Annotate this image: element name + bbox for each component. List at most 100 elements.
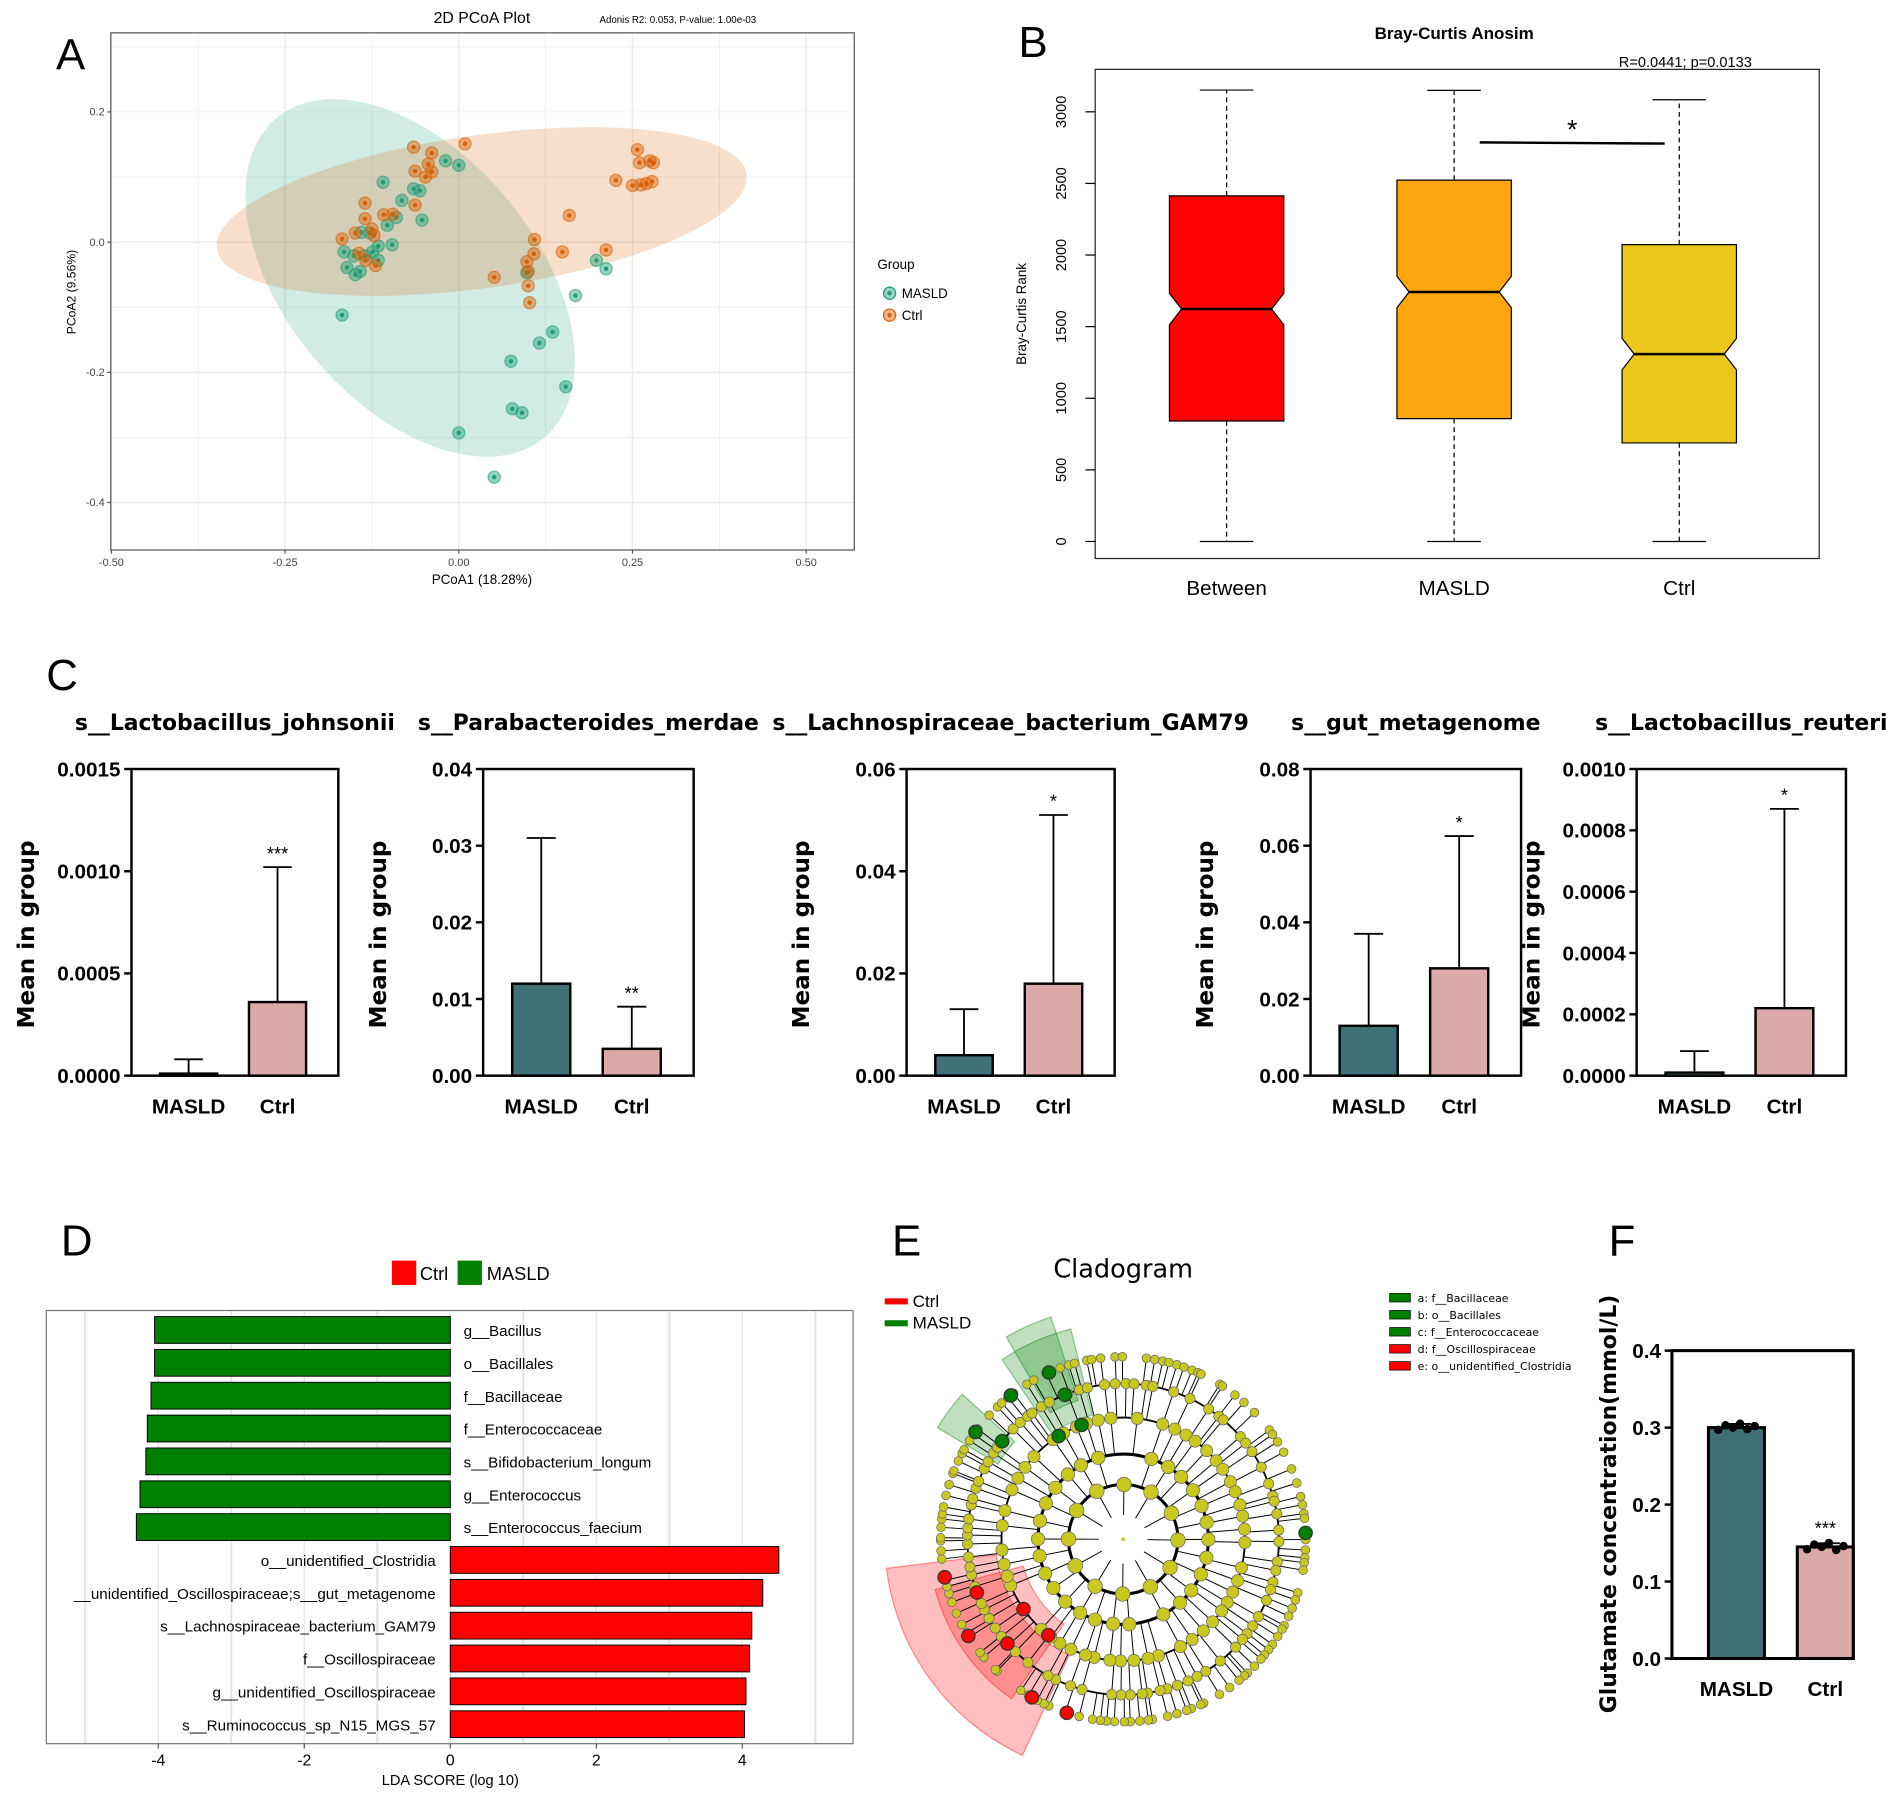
- tree-node: [1214, 1689, 1225, 1700]
- tree-node: [1095, 1715, 1106, 1726]
- tree-branch: [1140, 1385, 1147, 1419]
- tree-node: [1237, 1522, 1251, 1536]
- tree-node-ctrl: [969, 1585, 985, 1600]
- y-tick-label: 0.02: [432, 912, 472, 935]
- x-tick-label: 0: [446, 1753, 455, 1770]
- x-tick-label: 2: [592, 1753, 601, 1770]
- tree-branch: [978, 1480, 1011, 1495]
- point-center: [399, 198, 405, 203]
- y-tick-label: 0.3: [1632, 1417, 1661, 1440]
- tree-node: [1195, 1699, 1206, 1710]
- lda-bar: [449, 1644, 751, 1673]
- tree-node-masld: [1051, 1428, 1066, 1444]
- tree-branch: [1141, 1659, 1149, 1694]
- tree-branch: [1200, 1419, 1224, 1447]
- data-point: [1802, 1544, 1812, 1554]
- tree-node: [1297, 1500, 1308, 1510]
- tree-node: [1086, 1354, 1097, 1365]
- tree-node: [1032, 1513, 1048, 1528]
- tree-node: [1200, 1444, 1214, 1458]
- tree-node: [1277, 1624, 1287, 1634]
- tree-node-ctrl: [1040, 1627, 1056, 1643]
- data-point: [1735, 1419, 1745, 1429]
- tree-node: [1246, 1446, 1258, 1458]
- tree-node: [1256, 1654, 1266, 1664]
- bar-label: g__Bacillus: [464, 1323, 542, 1340]
- point-center: [353, 272, 358, 277]
- bar-label: s__Ruminococcus_sp_N15_MGS_57: [182, 1717, 436, 1734]
- tree-node: [1081, 1382, 1093, 1394]
- tree-branch: [1012, 1428, 1038, 1454]
- x-tick-label: MASLD: [1658, 1095, 1732, 1118]
- tree-node: [1286, 1464, 1297, 1474]
- confidence-ellipse-Ctrl: [216, 127, 747, 296]
- tree-branch: [993, 1452, 1023, 1473]
- x-tick-label: -4: [151, 1753, 165, 1770]
- tree-node: [1164, 1357, 1174, 1368]
- tree-node: [959, 1444, 969, 1455]
- tree-node: [962, 1538, 973, 1550]
- y-tick-label: 0.2: [89, 107, 104, 119]
- tree-node: [1271, 1508, 1283, 1520]
- tree-branch: [1027, 1416, 1049, 1444]
- point-center: [381, 212, 386, 217]
- bar-chart-2: 0.00 0.01 0.02 0.03 0.04 MASLD Ctrl ** s__Paraba…: [366, 711, 759, 1118]
- tree-node: [1215, 1604, 1229, 1618]
- tree-node-ctrl: [1024, 1690, 1040, 1705]
- tree-node: [1117, 1351, 1128, 1362]
- data-point: [1750, 1421, 1759, 1431]
- tree-node: [1188, 1434, 1202, 1448]
- tree-branch: [1131, 1383, 1135, 1418]
- tree-node: [1026, 1407, 1038, 1419]
- tree-node: [941, 1490, 951, 1501]
- tree-node: [1000, 1569, 1014, 1583]
- data-point: [1713, 1425, 1723, 1435]
- clade-highlight-b: [1001, 1328, 1094, 1435]
- significance-marker: *: [1567, 115, 1577, 145]
- tree-node: [967, 1493, 979, 1505]
- y-tick-label: 0.4: [1632, 1340, 1661, 1363]
- plot-frame: [130, 767, 340, 1077]
- tree-node: [1038, 1496, 1054, 1511]
- bar-MASLD: [1338, 1024, 1399, 1077]
- tree-branch: [1234, 1586, 1267, 1601]
- tree-node: [936, 1522, 946, 1533]
- y-tick-label: -0.4: [86, 497, 105, 509]
- tree-node: [983, 1612, 995, 1624]
- tree-node: [1185, 1633, 1199, 1646]
- bar-label: s__Bifidobacterium_longum: [464, 1454, 652, 1471]
- point-center: [385, 223, 390, 228]
- tree-branch: [968, 1552, 1003, 1558]
- tree-node: [1172, 1708, 1182, 1719]
- point-center: [526, 283, 531, 288]
- bar-label: f__Oscillospiraceae: [303, 1652, 436, 1669]
- x-tick-label: MASLD: [504, 1095, 578, 1118]
- legend-label-MASLD: MASLD: [902, 286, 948, 301]
- lda-bar: [449, 1546, 780, 1574]
- tree-node-masld: [1057, 1387, 1073, 1403]
- tree-node: [1089, 1483, 1105, 1499]
- tree-node-ctrl: [1059, 1705, 1075, 1721]
- y-tick-label: 0.2: [1632, 1494, 1661, 1517]
- tree-node: [1005, 1483, 1019, 1497]
- legend-label-Ctrl: Ctrl: [420, 1263, 448, 1284]
- tree-node: [1278, 1447, 1289, 1457]
- x-tick-label: Ctrl: [1807, 1678, 1843, 1701]
- point-center: [412, 168, 418, 174]
- tree-node: [1179, 1428, 1193, 1442]
- tree-node: [1162, 1559, 1178, 1576]
- plot-frame: [1635, 767, 1848, 1077]
- x-tick-label: Ctrl: [1663, 577, 1695, 600]
- clade-highlight-a: [1005, 1316, 1079, 1414]
- tree-branch: [1019, 1422, 1044, 1449]
- point-center: [637, 160, 642, 165]
- data-point: [1728, 1423, 1738, 1432]
- point-center: [370, 249, 375, 255]
- y-tick-label: 0.0015: [57, 758, 120, 781]
- tree-node: [1214, 1655, 1226, 1667]
- tree-node-ctrl: [1000, 1636, 1015, 1651]
- point-center: [462, 141, 468, 147]
- tree-node-masld: [1003, 1388, 1019, 1403]
- tree-node: [1022, 1379, 1032, 1389]
- tree-node: [1048, 1480, 1063, 1495]
